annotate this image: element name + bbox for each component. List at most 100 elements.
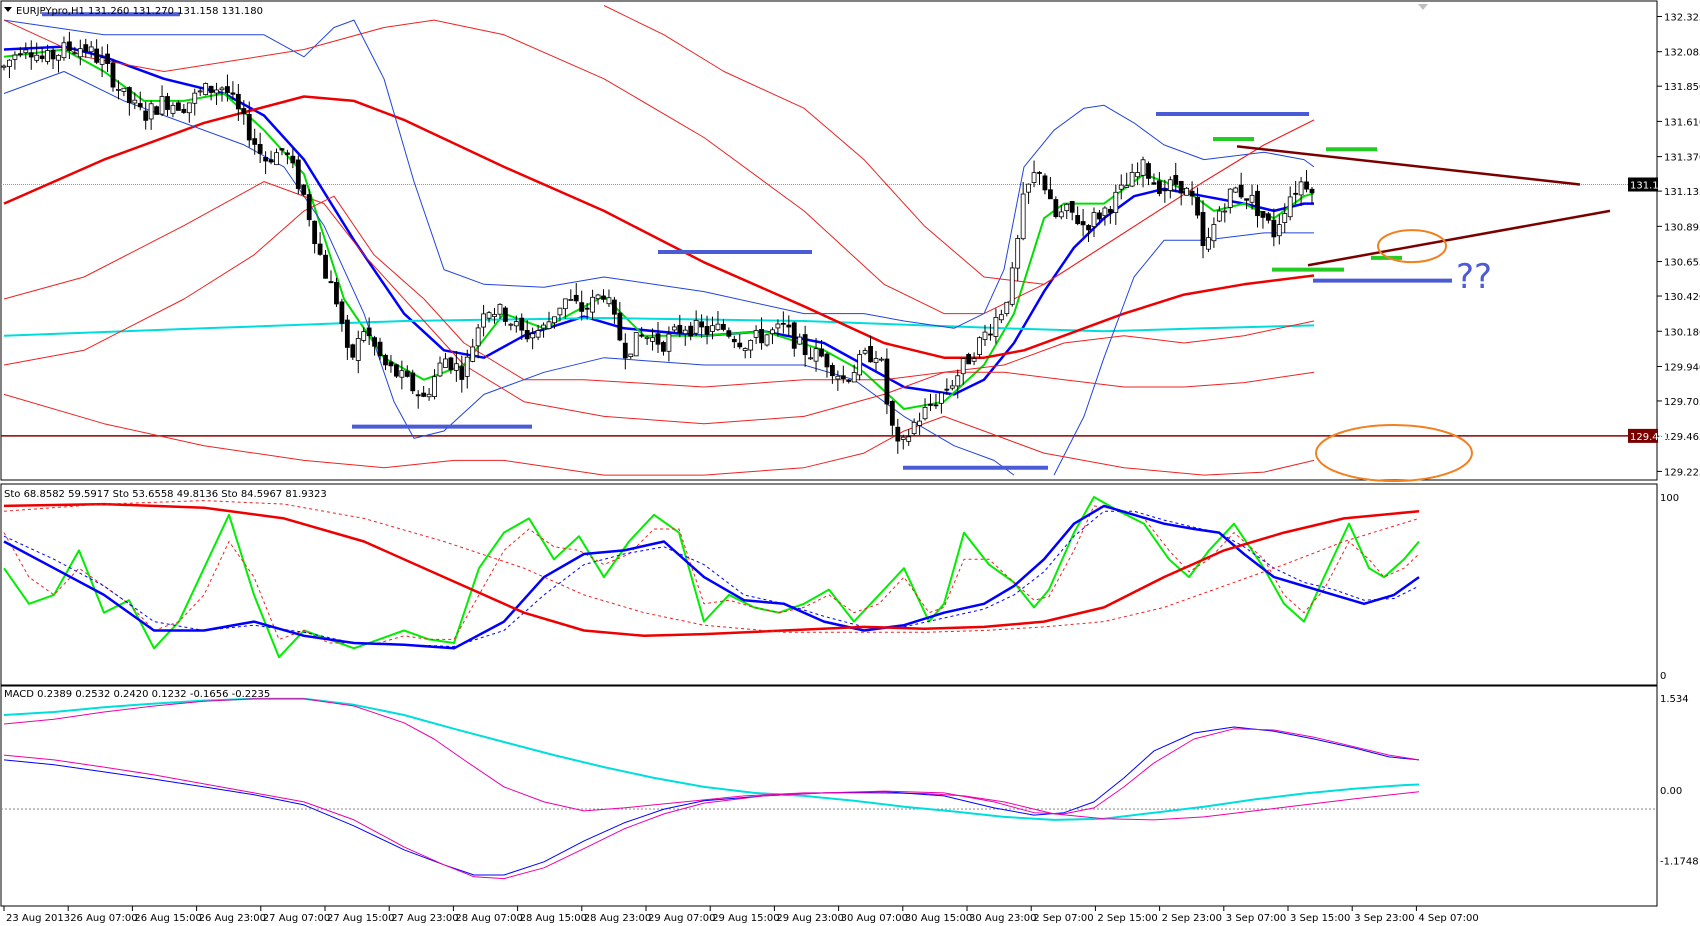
candle-bear	[1195, 196, 1200, 216]
stochastic-tick-label: 100	[1660, 493, 1679, 504]
candle-bull	[742, 348, 748, 352]
price-overlay-line-11	[3, 393, 1315, 476]
candle-bear	[208, 85, 214, 93]
candle-bull	[606, 297, 612, 305]
current-price-label: 131.180	[1630, 181, 1671, 192]
candle-bear	[1069, 200, 1075, 213]
candle-bull	[148, 103, 154, 120]
candle-bull	[1211, 224, 1217, 242]
macd-line-3	[3, 728, 1420, 880]
candle-bull	[1118, 184, 1124, 190]
time-tick-label: 26 Aug 23:00	[199, 913, 266, 924]
candle-bull	[399, 370, 405, 378]
price-tick-label: 131.610	[1664, 117, 1700, 128]
candle-bull	[770, 329, 775, 335]
price-axis: 132.325 132.085 131.850 131.610 131.370 131.1…	[1628, 12, 1700, 478]
candle-bear	[655, 333, 661, 345]
candle-bear	[323, 254, 328, 279]
candle-bear	[1037, 172, 1042, 174]
candle-bull	[879, 358, 884, 361]
price-tick-label: 129.225	[1664, 467, 1700, 478]
time-tick-label: 30 Aug 23:00	[969, 913, 1036, 924]
candle-bear	[246, 113, 252, 141]
scroll-marker-icon[interactable]	[1418, 4, 1428, 10]
candle-bear	[759, 328, 764, 344]
candle-bull	[644, 336, 650, 339]
candle-bull	[45, 50, 50, 62]
candle-bear	[1162, 188, 1168, 192]
candle-bull	[186, 102, 192, 114]
candle-bear	[235, 93, 241, 110]
time-tick-label: 27 Aug 23:00	[391, 913, 458, 924]
candle-bull	[628, 353, 634, 357]
candle-bear	[372, 337, 378, 347]
stochastic-header: Sto 68.8582 59.5917 Sto 53.6558 49.8136 …	[4, 489, 327, 500]
candle-bull	[764, 334, 770, 346]
price-tick-label: 131.135	[1664, 187, 1700, 198]
candle-bear	[388, 361, 394, 367]
time-tick-label: 29 Aug 07:00	[648, 913, 715, 924]
candle-bear	[263, 157, 269, 162]
candle-bear	[1309, 188, 1315, 194]
price-overlay-line-10	[3, 181, 1315, 425]
macd-header: MACD 0.2389 0.2532 0.2420 0.1232 -0.1656…	[4, 689, 270, 700]
candle-bull	[835, 375, 841, 380]
candle-bear	[143, 110, 149, 121]
price-header: EURJPYpro,H1 131.260 131.270 131.158 131…	[16, 6, 263, 17]
candle-bull	[917, 420, 922, 426]
time-tick-label: 30 Aug 15:00	[905, 913, 972, 924]
current-price-box	[1628, 177, 1658, 192]
candle-bull	[508, 323, 514, 326]
candle-bull	[443, 358, 448, 368]
candle-bear	[884, 358, 890, 405]
candle-bull	[513, 321, 519, 327]
macd-axis: 1.534 0.00 -1.1748	[1660, 694, 1699, 867]
candle-bear	[721, 324, 726, 330]
ellipse-marker-1	[1315, 424, 1473, 483]
candle-bear	[1178, 180, 1184, 194]
candle-bull	[1113, 191, 1119, 214]
candle-bear	[1189, 190, 1195, 197]
candle-bull	[1009, 267, 1015, 305]
time-tick-label: 3 Sep 07:00	[1226, 913, 1286, 924]
candle-bear	[1042, 175, 1048, 191]
candle-bear	[377, 341, 383, 357]
candle-bear	[1157, 180, 1162, 194]
candle-bull	[355, 338, 361, 361]
candle-bear	[612, 299, 617, 315]
candle-bull	[1233, 187, 1239, 193]
stochastic-panel-frame	[0, 483, 1658, 686]
candle-bear	[268, 159, 274, 163]
time-tick-label: 30 Aug 07:00	[841, 913, 908, 924]
horizontal-level-box	[1628, 428, 1658, 443]
time-tick-label: 28 Aug 15:00	[520, 913, 587, 924]
macd-line-1	[3, 698, 1420, 821]
candle-bull	[481, 313, 487, 328]
candle-bear	[1053, 199, 1059, 218]
price-tick-label: 131.850	[1664, 82, 1700, 93]
candle-bear	[933, 404, 939, 407]
candle-bull	[1167, 179, 1173, 191]
candle-bull	[1249, 194, 1255, 203]
candle-bull	[1004, 301, 1010, 315]
candle-bull	[12, 54, 18, 60]
candle-bear	[175, 102, 181, 111]
candle-bull	[492, 314, 497, 317]
dropdown-triangle-icon[interactable]	[4, 7, 12, 12]
candle-bear	[944, 388, 950, 391]
candle-bull	[219, 87, 225, 91]
candle-bull	[1140, 159, 1146, 176]
candle-bear	[704, 326, 710, 335]
candle-bull	[906, 436, 912, 442]
candle-bull	[1058, 211, 1064, 218]
stochastic-tick-label: 0	[1660, 671, 1666, 682]
candle-bull	[1298, 181, 1304, 196]
candle-bull	[535, 330, 541, 338]
price-tick-label: 129.705	[1664, 397, 1700, 408]
candle-bull	[1206, 237, 1211, 250]
candle-bear	[448, 357, 454, 371]
candle-bear	[317, 243, 323, 255]
candle-bear	[28, 52, 34, 58]
candle-bear	[290, 155, 296, 164]
candle-bull	[541, 324, 546, 329]
